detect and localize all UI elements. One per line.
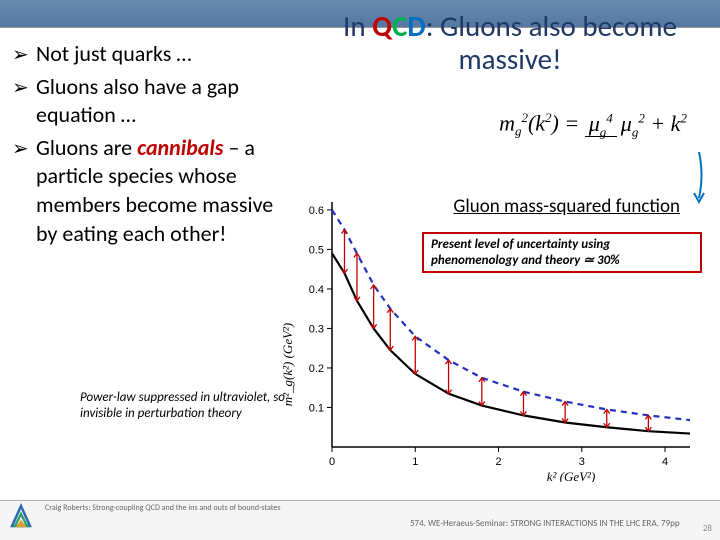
equation-arrow-icon — [690, 150, 708, 205]
svg-text:0.4: 0.4 — [309, 284, 324, 296]
footer-right-text: 574. WE-Heraeus-Seminar: STRONG INTERACT… — [410, 519, 690, 530]
svg-text:3: 3 — [579, 456, 585, 468]
bullet-2-text: Gluons also have a gap equation … — [36, 73, 239, 129]
svg-text:1: 1 — [412, 456, 418, 468]
title-d: D — [407, 8, 425, 44]
svg-text:0.3: 0.3 — [309, 323, 324, 335]
title-q: Q — [372, 8, 392, 44]
bullet-2: Gluons also have a gap equation … — [12, 73, 292, 130]
bullet-list: Not just quarks … Gluons also have a gap… — [12, 40, 292, 248]
footer-left-text: Craig Roberts: Strong-coupling QCD and t… — [45, 503, 281, 513]
gap-equation: mg2(k2) = μg4μg2 + k2 — [495, 110, 695, 140]
svg-text:2: 2 — [495, 456, 501, 468]
svg-text:4: 4 — [662, 456, 668, 468]
page-title: In QCD: Gluons also become massive! — [320, 10, 700, 77]
title-suffix: : Gluons also become massive! — [426, 8, 677, 77]
bullet-column: Not just quarks … Gluons also have a gap… — [12, 40, 292, 252]
svg-text:k² (GeV²): k² (GeV²) — [547, 469, 596, 482]
svg-text:0.5: 0.5 — [309, 244, 324, 256]
title-c: C — [392, 8, 407, 44]
argonne-logo-icon — [0, 500, 42, 538]
cannibals-emphasis: cannibals — [137, 134, 223, 161]
bullet-1: Not just quarks … — [12, 40, 292, 69]
svg-text:0: 0 — [329, 456, 335, 468]
bullet-1-text: Not just quarks … — [36, 40, 192, 67]
svg-text:0.6: 0.6 — [309, 205, 324, 217]
title-prefix: In — [343, 8, 372, 44]
gluon-mass-chart: 0.10.20.30.40.50.601234m²_g(k²) (GeV²)k²… — [280, 202, 710, 482]
svg-text:0.2: 0.2 — [309, 363, 324, 375]
slide-number: 28 — [703, 523, 712, 534]
bullet-3: Gluons are cannibals – a particle specie… — [12, 134, 292, 248]
power-law-note: Power-law suppressed in ultraviolet, so … — [80, 390, 290, 423]
svg-text:0.1: 0.1 — [309, 402, 324, 414]
